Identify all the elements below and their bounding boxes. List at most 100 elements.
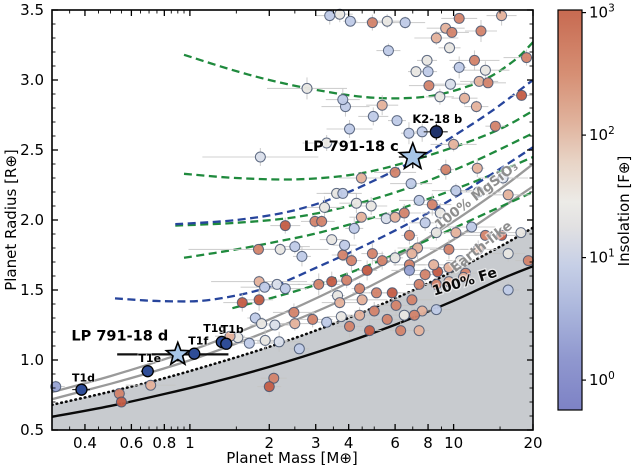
planet-point: [361, 264, 373, 276]
planet-point: [502, 284, 514, 296]
curve-100-fe: [52, 265, 533, 418]
planet-point: [386, 287, 398, 299]
planet-point: [443, 243, 455, 255]
y-tick-label: 3.5: [20, 1, 44, 19]
planet-point: [389, 211, 401, 223]
planet-point: [390, 299, 402, 311]
planet-point: [356, 294, 368, 306]
planet-point: [289, 241, 301, 253]
planet-point: [475, 25, 487, 37]
planet-point: [380, 213, 392, 225]
planet-point: [316, 215, 328, 227]
planet-point: [405, 178, 417, 190]
planet-point: [446, 26, 458, 38]
planet-point: [399, 17, 411, 29]
planet-point: [468, 54, 480, 66]
planet-point: [381, 313, 393, 325]
planet-point: [145, 379, 157, 391]
curve-100-mgsio3: [52, 163, 533, 394]
planet-point: [334, 297, 346, 309]
planet-point: [326, 234, 338, 246]
planet-point: [269, 319, 281, 331]
planet-point: [410, 66, 422, 78]
marker-t1e: [141, 365, 154, 378]
planet-point: [426, 199, 438, 211]
planet-point: [450, 227, 462, 239]
planet-point: [293, 343, 305, 355]
planet-point: [368, 305, 380, 317]
planet-point: [365, 200, 377, 212]
planet-point: [366, 17, 378, 29]
planet-point: [434, 207, 446, 219]
planet-point: [279, 220, 291, 232]
star-marker-lp-791-18-c: [397, 140, 429, 171]
planet-point: [345, 255, 357, 267]
planet-point: [457, 271, 469, 283]
colorbar-tick-label: 103: [589, 3, 615, 22]
planet-point: [479, 229, 491, 241]
label-t1b: T1b: [221, 323, 244, 336]
planet-point: [521, 52, 533, 64]
planet-point: [479, 64, 491, 76]
x-axis-label: Planet Mass [M⊕]: [226, 449, 358, 467]
planet-point: [354, 309, 366, 321]
planet-point: [459, 92, 471, 104]
planet-point: [502, 189, 514, 201]
planet-point: [348, 222, 360, 234]
planet-point: [337, 249, 349, 261]
planet-point: [259, 281, 271, 293]
planet-point: [376, 99, 388, 111]
x-tick-label: 8: [423, 434, 433, 452]
planet-point: [301, 82, 313, 94]
y-tick-label: 3.0: [20, 71, 44, 89]
x-tick-label: 1: [185, 434, 195, 452]
planet-point: [337, 187, 349, 199]
planet-point: [482, 77, 494, 89]
y-tick-label: 1.5: [20, 281, 44, 299]
y-tick-label: 2.5: [20, 141, 44, 159]
label-t1d: T1d: [72, 372, 95, 385]
planet-point: [430, 278, 442, 290]
planet-point: [434, 91, 446, 103]
planet-point: [421, 54, 433, 66]
planet-point: [454, 255, 466, 267]
x-tick-label: 10: [444, 434, 463, 452]
planet-point: [243, 337, 255, 349]
planet-point: [344, 320, 356, 332]
planet-point: [350, 197, 362, 209]
forbidden-region: [52, 227, 533, 430]
planet-point: [254, 151, 266, 163]
planet-point: [430, 227, 442, 239]
planet-point: [497, 172, 509, 184]
planet-point: [236, 297, 248, 309]
planet-point: [444, 42, 456, 54]
planet-point: [364, 325, 376, 337]
planet-point: [321, 316, 333, 328]
label-lp-791-18-c: LP 791-18 c: [304, 139, 399, 155]
planet-point: [472, 186, 484, 198]
planet-point: [448, 138, 460, 150]
colorbar-label: Insolation [F⊕]: [615, 156, 633, 267]
planet-point: [339, 239, 351, 251]
planet-point: [470, 101, 482, 113]
planet-point: [268, 372, 280, 384]
planet-point: [337, 94, 349, 106]
planet-point: [381, 15, 393, 27]
colorbar-tick-label: 100: [589, 370, 615, 389]
colorbar-tick-label: 102: [589, 125, 615, 144]
planet-point: [403, 229, 415, 241]
planet-point: [366, 248, 378, 260]
label-t1g: T1g: [203, 322, 226, 335]
planet-point: [502, 248, 514, 260]
y-tick-label: 1.0: [20, 351, 44, 369]
planet-point: [398, 309, 410, 321]
planet-point: [406, 248, 418, 260]
curve-water-world-4: [183, 155, 533, 259]
y-tick-label: 0.5: [20, 421, 44, 439]
planet-point: [406, 294, 418, 306]
planet-point: [413, 194, 425, 206]
label-lp-791-18-d: LP 791-18 d: [71, 328, 168, 344]
planet-point: [430, 32, 442, 44]
